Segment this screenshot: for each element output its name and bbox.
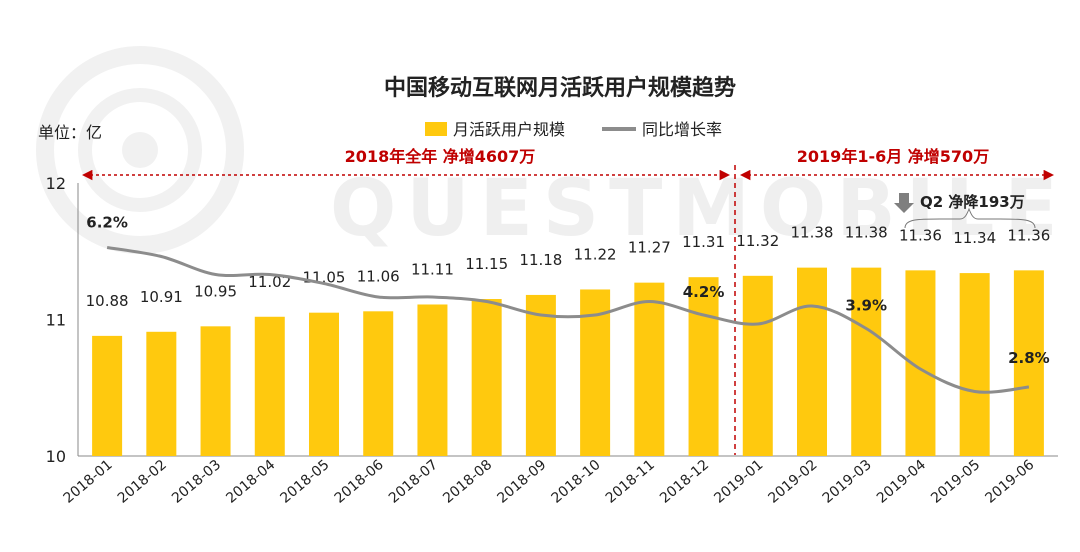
bar-value-label: 11.11	[411, 260, 454, 278]
bar-value-label: 11.15	[465, 255, 508, 273]
bars	[92, 267, 1044, 456]
bar	[634, 282, 665, 456]
bar	[309, 312, 339, 456]
x-ticks: 2018-01 2018-02 2018-03 2018-04 2018-05 2018-…	[61, 457, 1038, 507]
x-tick-label: 2019-05	[928, 457, 983, 507]
bar	[742, 275, 773, 456]
growth-rate-labels: 6.2% 4.2% 3.9% 2.8%	[86, 214, 1049, 368]
x-tick-label: 2018-02	[115, 457, 170, 507]
x-tick-label: 2018-01	[61, 457, 116, 507]
bar-value-label: 11.31	[682, 233, 725, 251]
x-tick-label: 2018-10	[549, 457, 604, 507]
growth-rate-label: 3.9%	[845, 297, 887, 315]
bar-value-label: 10.95	[194, 282, 237, 300]
bar-value-label: 11.38	[845, 224, 888, 242]
q2-annotation: Q2 净降193万	[894, 193, 1036, 229]
y-tick-label: 11	[46, 311, 66, 330]
bar-value-label: 11.38	[791, 224, 834, 242]
bar	[471, 299, 502, 456]
bar	[200, 326, 231, 456]
y-ticks: 10 11 12	[46, 174, 66, 466]
x-tick-label: 2018-06	[332, 457, 387, 507]
legend: 月活跃用户规模 同比增长率	[425, 120, 722, 139]
bar-value-label: 11.06	[357, 267, 400, 285]
x-tick-label: 2019-06	[982, 457, 1037, 507]
bar-value-label: 11.36	[899, 226, 942, 244]
growth-rate-label: 6.2%	[86, 214, 128, 232]
bar-value-label: 11.02	[248, 273, 291, 291]
period-2019-label: 2019年1-6月 净增570万	[797, 147, 989, 166]
bar	[797, 267, 827, 456]
x-tick-label: 2018-09	[494, 457, 549, 507]
x-tick-label: 2019-03	[820, 457, 875, 507]
bar-value-label: 11.34	[953, 229, 996, 247]
bar	[146, 331, 177, 456]
growth-rate-label: 2.8%	[1008, 349, 1050, 367]
bar-value-label: 11.22	[574, 245, 617, 263]
q2-brace	[904, 207, 1036, 229]
x-tick-label: 2019-04	[874, 457, 929, 507]
bar	[363, 311, 394, 456]
x-tick-label: 2018-08	[440, 457, 495, 507]
bar-value-label: 10.88	[86, 292, 129, 310]
bar-value-label: 11.32	[736, 232, 779, 250]
growth-rate-line	[106, 246, 1030, 394]
bar	[1013, 270, 1044, 456]
bar	[525, 294, 556, 456]
unit-label: 单位：亿	[38, 123, 102, 142]
bar	[254, 316, 285, 456]
x-tick-label: 2019-02	[765, 457, 820, 507]
x-tick-label: 2018-07	[386, 457, 441, 507]
growth-rate-label: 4.2%	[683, 283, 725, 301]
bar	[851, 267, 882, 456]
bar-value-label: 11.18	[519, 251, 562, 269]
bar-value-label: 11.27	[628, 239, 671, 257]
bar-value-label: 11.36	[1007, 226, 1050, 244]
x-tick-label: 2018-05	[277, 457, 332, 507]
y-tick-label: 12	[46, 174, 66, 193]
q2-label: Q2 净降193万	[920, 193, 1025, 211]
chart-title: 中国移动互联网月活跃用户规模趋势	[384, 75, 736, 101]
x-tick-label: 2018-03	[169, 457, 224, 507]
period-2018-label: 2018年全年 净增4607万	[345, 147, 536, 166]
x-tick-label: 2019-01	[711, 457, 766, 507]
legend-line-label: 同比增长率	[642, 120, 722, 139]
x-tick-label: 2018-11	[603, 457, 658, 507]
bar-value-label: 10.91	[140, 288, 183, 306]
bar	[417, 304, 448, 456]
bar	[92, 335, 123, 456]
watermark-logo	[36, 46, 244, 254]
legend-bar-swatch	[425, 122, 447, 136]
x-tick-label: 2018-04	[223, 457, 278, 507]
legend-bar-label: 月活跃用户规模	[453, 120, 565, 139]
bar	[688, 277, 719, 456]
bar	[959, 273, 990, 456]
y-tick-label: 10	[46, 447, 66, 466]
down-arrow-icon	[894, 193, 914, 213]
x-tick-label: 2018-12	[657, 457, 712, 507]
